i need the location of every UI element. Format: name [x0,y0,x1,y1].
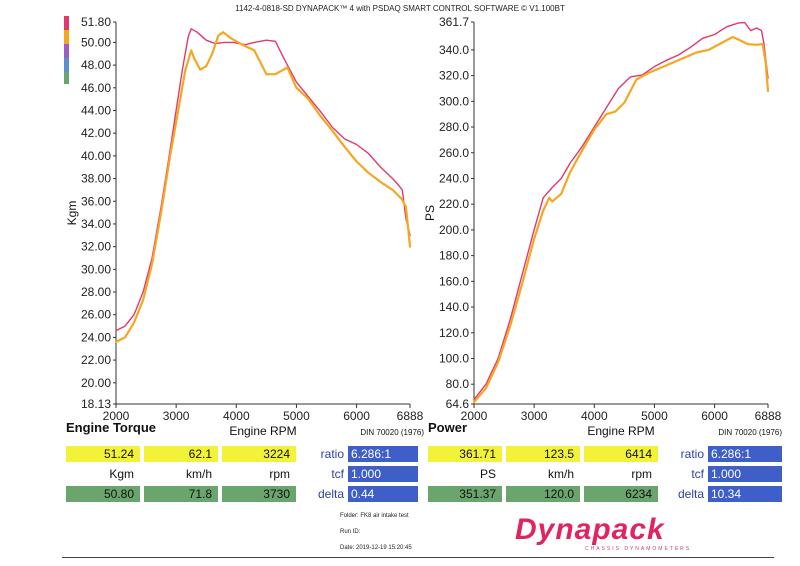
power-series-line-2 [472,35,770,404]
left-peak-torque: 51.24 [66,446,140,462]
torque-y-tick-label: 18.13 [81,397,111,411]
left-label-ratio: ratio [320,447,344,461]
power-y-tick-label: 240.0 [439,171,469,185]
left-value-delta: 0.44 [348,486,418,502]
right-ref-rpm: 6234 [584,486,658,502]
power-y-axis-label: PS [423,205,437,221]
right-ref-power: 351.37 [428,486,502,502]
right-value-ratio: 6.286:1 [708,446,782,462]
right-ref-speed: 120.0 [506,486,580,502]
torque-series-line-1 [115,28,411,332]
right-unit-rpm: rpm [631,467,652,481]
power-x-axis-label: Engine RPM [587,424,654,438]
right-value-tcf: 1.000 [708,466,782,482]
left-ref-rpm: 3730 [222,486,296,502]
torque-x-tick-label: 3000 [163,409,190,423]
torque-y-tick-label: 44.00 [81,103,111,117]
dynapack-logo: Dynapack CHASSIS DYNAMOMETERS [515,513,760,553]
power-y-tick-label: 320.0 [439,69,469,83]
right-label-tcf: tcf [691,467,704,481]
power-x-tick-label: 5000 [641,409,668,423]
right-unit-speed: km/h [547,467,574,481]
torque-y-tick-label: 28.00 [81,285,111,299]
power-y-tick-label: 80.0 [446,377,470,391]
meta-folder: Folder: FK8 air intake test [340,513,409,519]
power-y-tick-label: 280.0 [439,120,469,134]
torque-y-tick-label: 22.00 [81,353,111,367]
torque-x-tick-label: 5000 [283,409,310,423]
power-y-tick-label: 160.0 [439,274,469,288]
power-y-tick-label: 361.7 [439,15,469,29]
torque-y-tick-label: 32.00 [81,240,111,254]
torque-y-axis-label: Kgm [65,201,79,226]
left-peak-rpm: 3224 [222,446,296,462]
left-peak-speed: 62.1 [144,446,218,462]
right-label-ratio: ratio [680,447,704,461]
left-value-tcf: 1.000 [348,466,418,482]
torque-series-line-2 [114,31,412,343]
power-y-tick-label: 200.0 [439,223,469,237]
meta-date: Date: 2019-12-19 15:20:45 [340,545,412,551]
power-x-tick-label: 4000 [581,409,608,423]
right-peak-speed: 123.5 [506,446,580,462]
right-section-title: Power [428,420,468,435]
logo-subtitle: CHASSIS DYNAMOMETERS [585,546,692,552]
right-peak-power: 361.71 [428,446,502,462]
power-din-note: DIN 70020 (1976) [718,428,782,437]
torque-y-tick-label: 51.80 [81,15,111,29]
power-y-tick-label: 140.0 [439,300,469,314]
torque-x-axis-label: Engine RPM [229,424,296,438]
power-y-tick-label: 64.6 [446,397,470,411]
power-x-tick-label: 6888 [755,409,782,423]
color-legend-strip [64,16,69,84]
power-y-tick-label: 120.0 [439,326,469,340]
torque-x-tick-label: 6888 [397,409,424,423]
power-x-tick-label: 2000 [461,409,488,423]
power-x-tick-label: 3000 [521,409,548,423]
logo-wordmark: Dynapack [515,513,665,546]
power-y-tick-label: 340.0 [439,43,469,57]
left-label-tcf: tcf [331,467,344,481]
right-peak-rpm: 6414 [584,446,658,462]
right-unit-power: PS [479,467,496,481]
torque-y-tick-label: 42.00 [81,126,111,140]
left-value-ratio: 6.286:1 [348,446,418,462]
bottom-rule [62,557,774,558]
torque-x-tick-label: 4000 [223,409,250,423]
left-unit-speed: km/h [185,467,212,481]
torque-y-tick-label: 30.00 [81,262,111,276]
power-x-tick-label: 6000 [701,409,728,423]
left-ref-torque: 50.80 [66,486,140,502]
left-unit-rpm: rpm [269,467,290,481]
torque-x-tick-label: 2000 [103,409,130,423]
torque-din-note: DIN 70020 (1976) [360,428,424,437]
torque-x-tick-label: 6000 [343,409,370,423]
torque-y-tick-label: 50.00 [81,35,111,49]
torque-y-tick-label: 20.00 [81,376,111,390]
torque-y-tick-label: 36.00 [81,194,111,208]
torque-y-tick-label: 26.00 [81,308,111,322]
torque-y-tick-label: 24.00 [81,330,111,344]
right-value-delta: 10.34 [708,486,782,502]
meta-run-id: Run ID: [340,529,361,535]
torque-y-tick-label: 34.00 [81,217,111,231]
power-y-tick-label: 260.0 [439,146,469,160]
power-y-tick-label: 220.0 [439,197,469,211]
power-y-tick-label: 100.0 [439,351,469,365]
left-section-title: Engine Torque [66,420,157,435]
left-unit-torque: Kgm [109,467,134,481]
left-ref-speed: 71.8 [144,486,218,502]
torque-y-tick-label: 46.00 [81,81,111,95]
right-label-delta: delta [677,487,704,501]
torque-y-tick-label: 40.00 [81,149,111,163]
header-title: 1142-4-0818-SD DYNAPACK™ 4 with PSDAQ SM… [235,4,565,13]
left-label-delta: delta [317,487,344,501]
power-y-tick-label: 180.0 [439,249,469,263]
power-y-tick-label: 300.0 [439,94,469,108]
power-series-line-1 [473,21,769,401]
torque-y-tick-label: 48.00 [81,58,111,72]
torque-y-tick-label: 38.00 [81,172,111,186]
